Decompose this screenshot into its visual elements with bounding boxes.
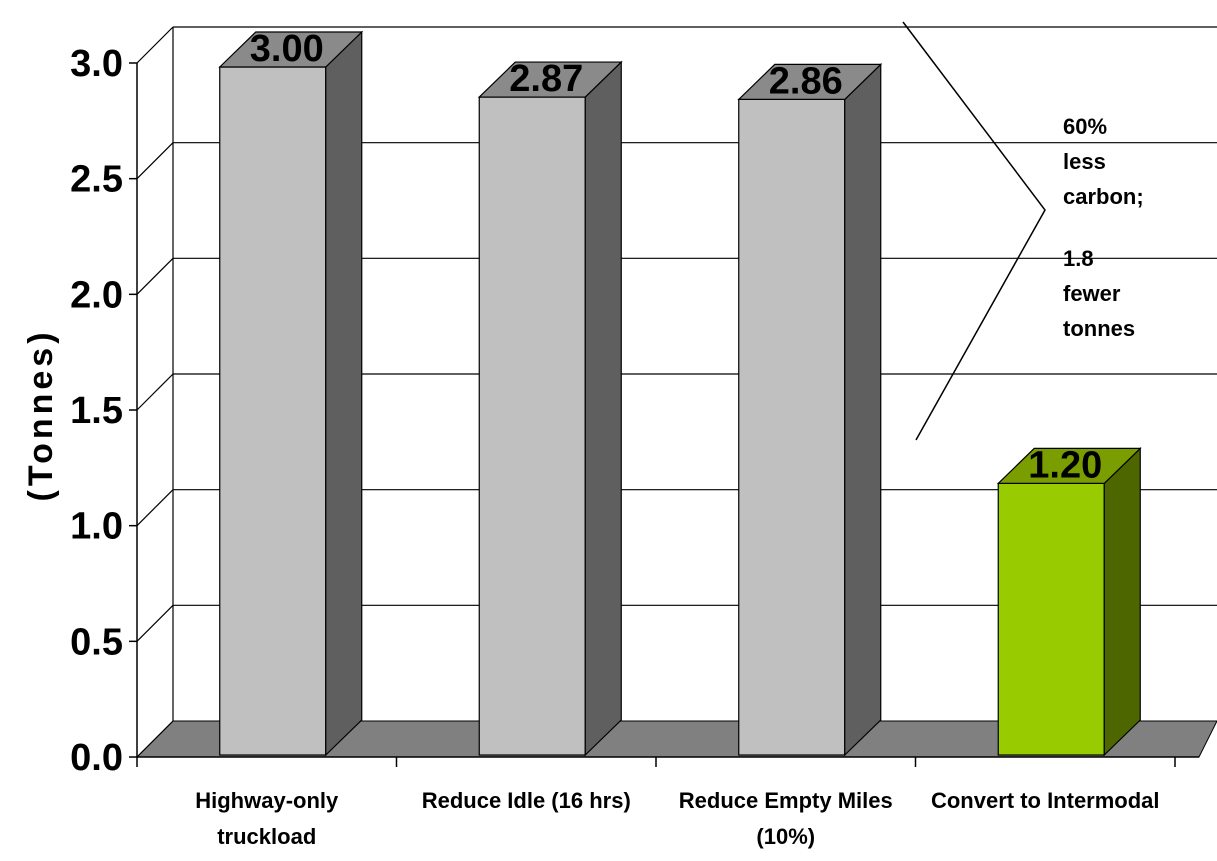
annotation-text: less — [1063, 149, 1106, 174]
bar-top — [996, 447, 1142, 484]
side-gridline — [136, 604, 174, 642]
category-labels: Highway-only truckload Reduce Idle (16 hrs… — [195, 788, 1159, 849]
y-tick-label: 1.0 — [70, 506, 123, 548]
bar-value-label: 3.00 — [250, 28, 324, 70]
y-tick-labels: 0.0 0.5 1.0 1.5 2.0 2.5 3.0 — [70, 43, 123, 779]
bar-front — [219, 66, 327, 756]
category-label: Reduce Idle (16 hrs) — [422, 788, 631, 813]
bar-front — [478, 96, 586, 756]
bar-top — [218, 31, 364, 68]
bar-front — [738, 98, 846, 756]
annotation-text: 1.8 — [1063, 246, 1094, 271]
data-labels: 3.00 2.87 2.86 1.20 — [250, 28, 1102, 486]
bar-top — [477, 61, 623, 98]
bar — [218, 30, 364, 757]
side-gridline — [136, 373, 174, 411]
y-tick-label: 2.5 — [70, 159, 123, 201]
annotation-text: fewer — [1063, 281, 1121, 306]
y-tick-label: 1.5 — [70, 390, 123, 432]
side-gridline — [136, 142, 174, 180]
y-tick-label: 0.0 — [70, 737, 123, 779]
bar — [737, 62, 883, 757]
annotation-text: tonnes — [1063, 316, 1135, 341]
side-gridline — [136, 720, 174, 758]
bar — [477, 60, 623, 757]
bar-side — [1103, 446, 1141, 757]
y-tick-label: 0.5 — [70, 621, 123, 663]
annotation: 60% less carbon; 1.8 fewer tonnes — [902, 21, 1144, 441]
bar-value-label: 2.87 — [509, 58, 583, 100]
bar-side — [325, 30, 363, 757]
side-gridline — [136, 257, 174, 295]
y-axis-label: (Tonnes) — [22, 328, 60, 501]
bar-side — [584, 60, 622, 757]
side-gridline — [136, 489, 174, 527]
bar-side — [844, 62, 882, 757]
side-gridline — [136, 26, 174, 64]
category-label: Reduce Empty Miles (10%) — [679, 788, 893, 849]
bars — [218, 30, 1142, 757]
bar-value-label: 2.86 — [769, 60, 843, 102]
annotation-text: 60% — [1063, 114, 1107, 139]
y-tick-label: 2.0 — [70, 274, 123, 316]
y-tick-label: 3.0 — [70, 43, 123, 85]
annotation-text: carbon; — [1063, 184, 1144, 209]
category-label: Convert to Intermodal — [931, 788, 1160, 813]
bar — [996, 446, 1142, 757]
annotation-bracket — [902, 21, 1046, 441]
category-label: Highway-only truckload — [195, 788, 339, 849]
bar-value-label: 1.20 — [1028, 444, 1102, 486]
axes — [129, 62, 1199, 767]
bar-top — [737, 63, 883, 100]
bar-front — [997, 482, 1105, 756]
